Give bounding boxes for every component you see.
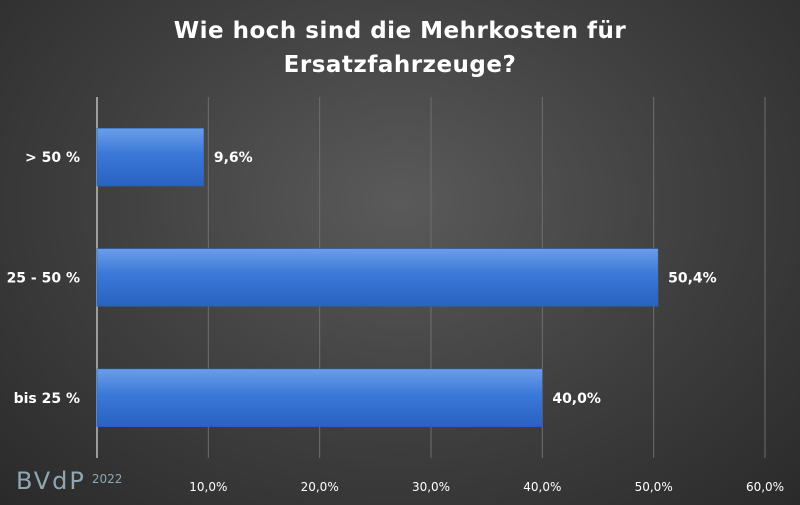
x-tick-label: 20,0%	[301, 480, 339, 494]
labels: 10,0% 20,0% 30,0% 40,0% 50,0% 60,0% 9,6% > 50 %…	[7, 150, 785, 494]
x-tick-label: 10,0%	[189, 480, 227, 494]
bar	[96, 248, 659, 307]
logo-year: 2022	[91, 472, 123, 486]
bar	[96, 368, 543, 427]
bar	[96, 128, 205, 187]
x-tick-label: 30,0%	[412, 480, 450, 494]
bars	[96, 128, 659, 427]
chart-title-line-2: Ersatzfahrzeuge?	[283, 52, 517, 78]
chart-title-line-1: Wie hoch sind die Mehrkosten für	[173, 18, 627, 44]
x-tick-label: 60,0%	[746, 480, 784, 494]
category-label: bis 25 %	[14, 391, 80, 407]
bvdp-logo: BVdP 2022	[16, 468, 122, 494]
value-label: 50,4%	[668, 271, 717, 287]
x-tick-label: 50,0%	[635, 480, 673, 494]
x-tick-label: 40,0%	[523, 480, 561, 494]
chart-title: Wie hoch sind die Mehrkosten für Ersatzf…	[0, 14, 800, 82]
category-label: > 50 %	[25, 150, 80, 166]
category-label: 25 - 50 %	[7, 271, 80, 287]
value-label: 9,6%	[214, 150, 253, 166]
value-label: 40,0%	[552, 391, 601, 407]
logo-mark: BVdP	[16, 467, 86, 495]
